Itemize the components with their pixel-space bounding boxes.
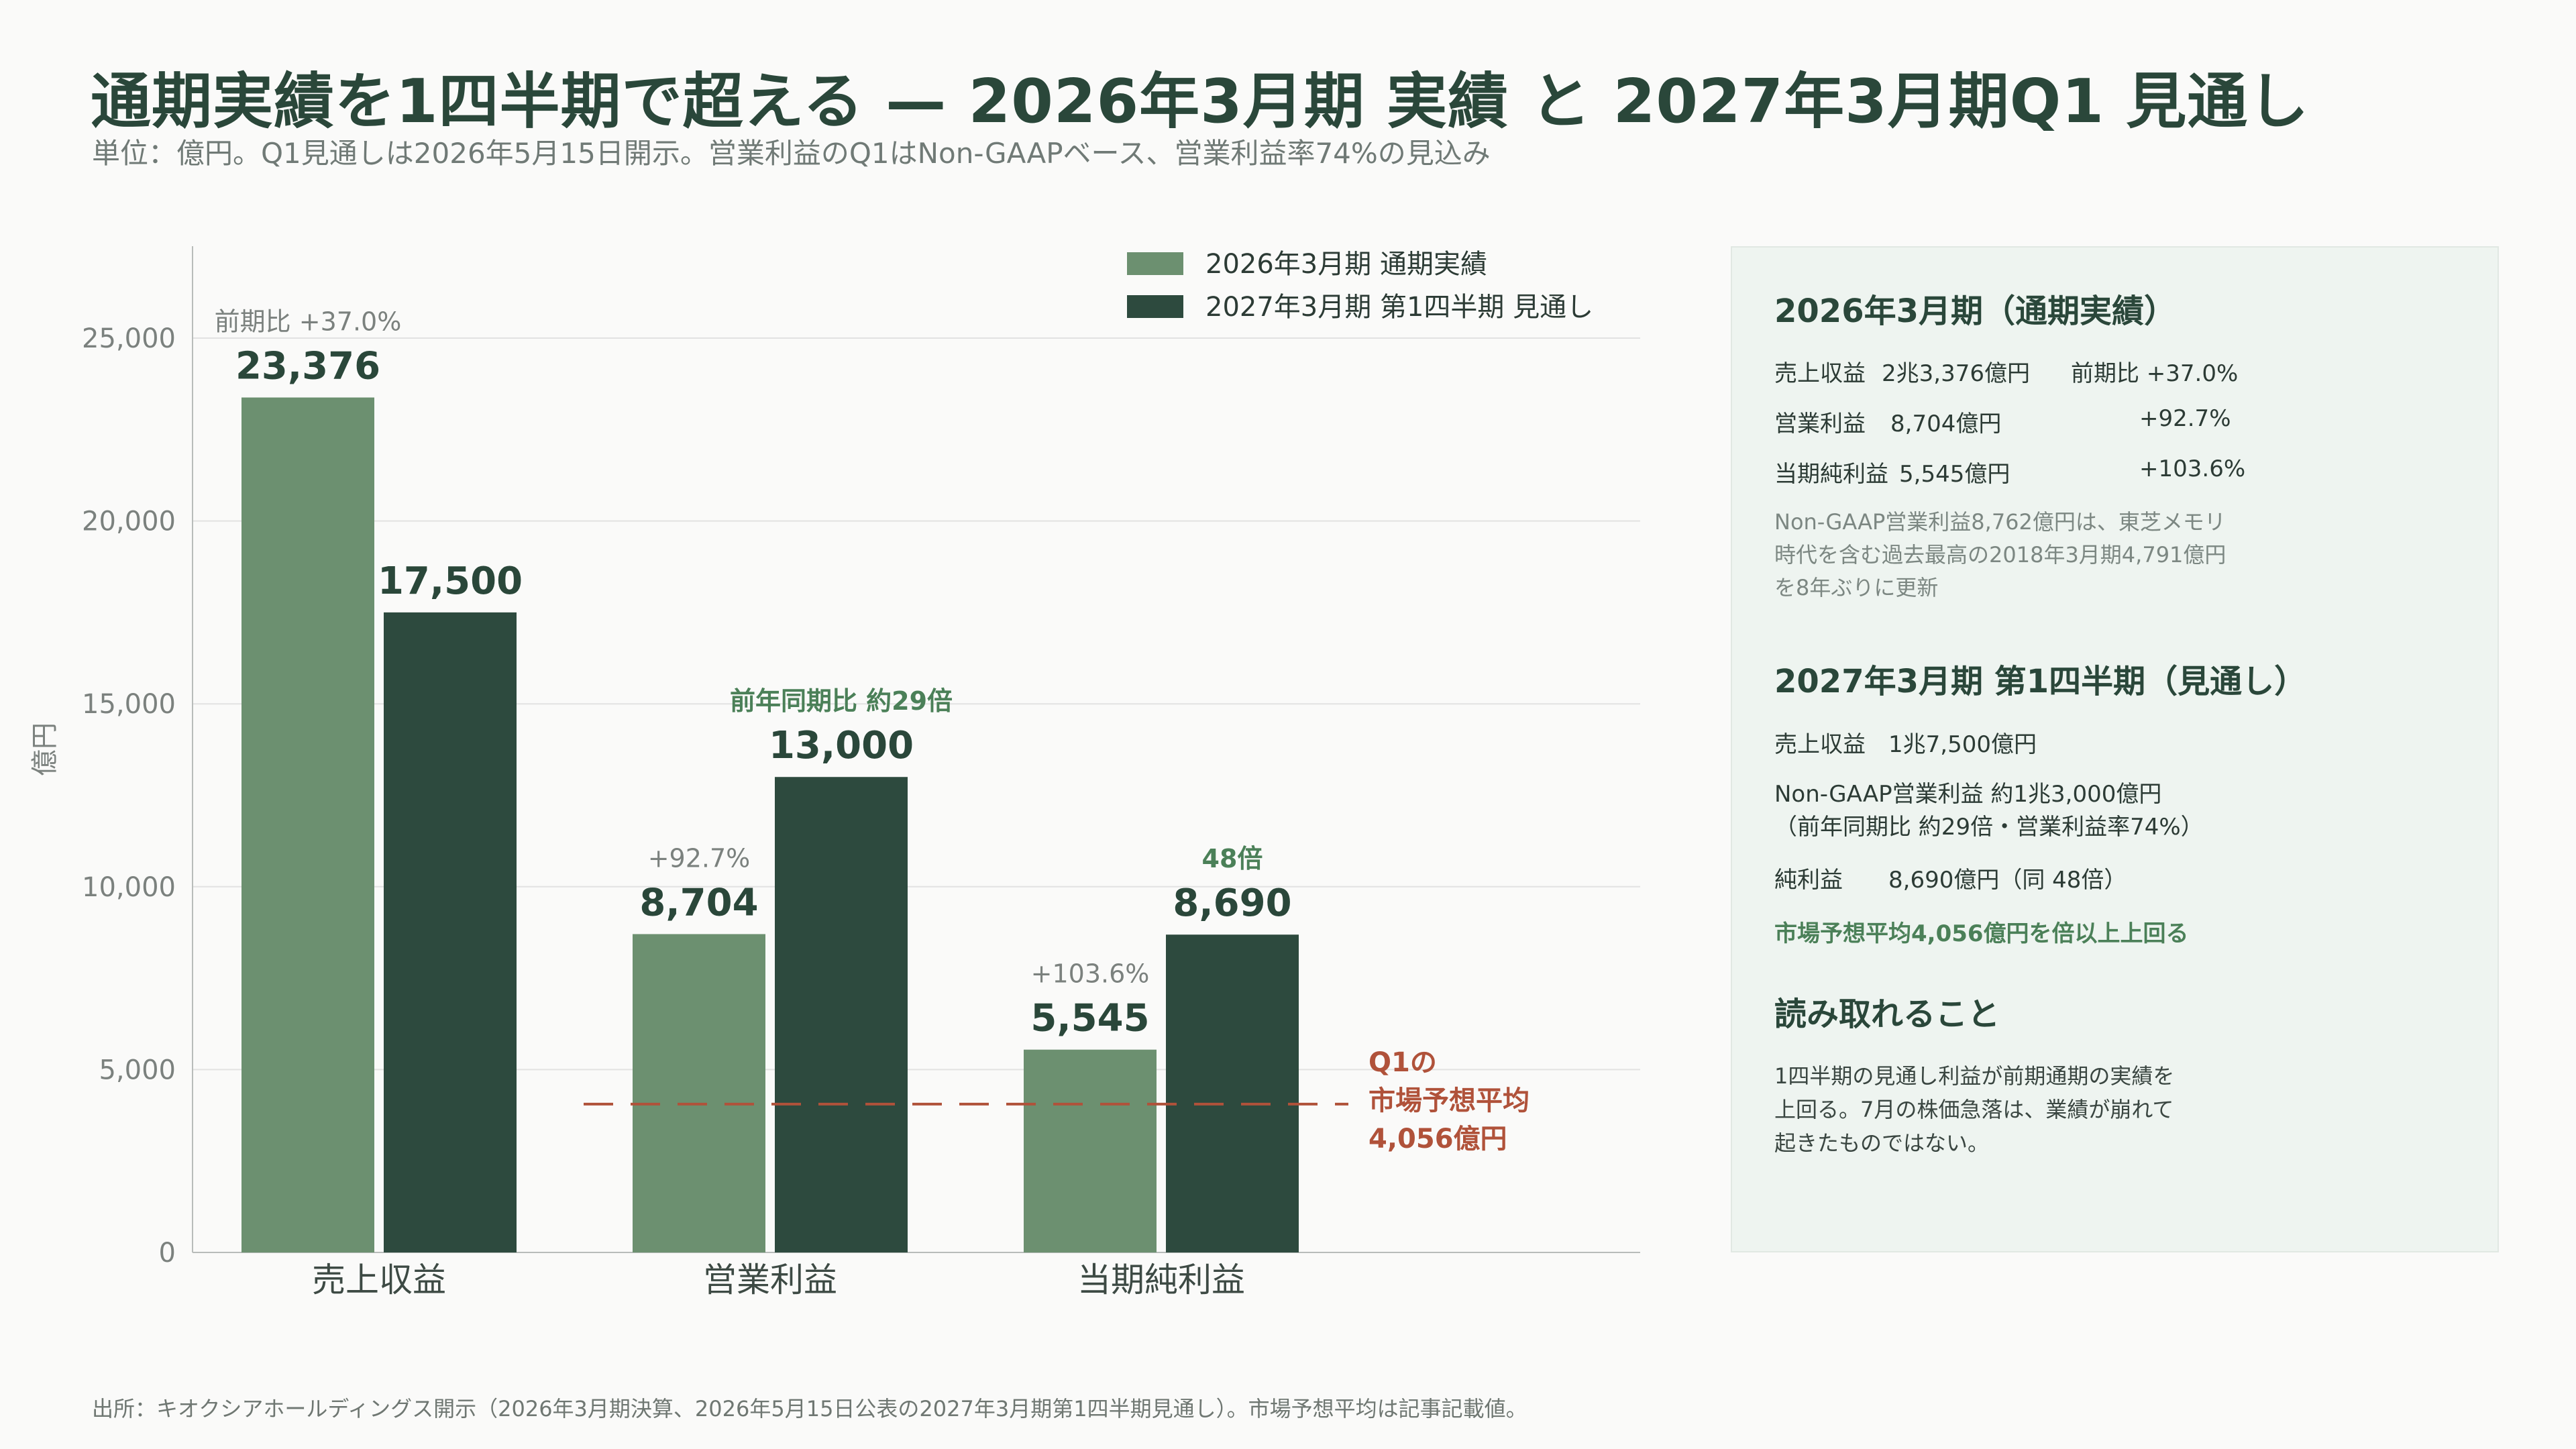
y-axis-title: 億円: [30, 722, 60, 776]
fy-note-line: 時代を含む過去最高の2018年3月期4,791億円: [1774, 542, 2226, 568]
legend-swatch-actual: [1127, 252, 1183, 275]
y-tick-label: 10,000: [82, 872, 176, 903]
takeaway-heading: 読み取れること: [1774, 996, 2000, 1033]
q1-op-detail: （前年同期比 約29倍・営業利益率74%）: [1774, 814, 2204, 841]
bar-change-annotation: +103.6%: [1031, 959, 1150, 989]
category-label: 売上収益: [312, 1260, 446, 1299]
bar-outlook: [384, 612, 517, 1252]
fy-row-sales-name: 売上収益: [1774, 360, 1866, 387]
fy-row-op-name: 営業利益: [1774, 411, 1866, 437]
bar-outlook: [1166, 934, 1299, 1252]
fy-row-net-value: 5,545億円: [1899, 461, 2010, 488]
q1-net: 純利益 8,690億円（同 48倍）: [1774, 867, 2127, 894]
legend-label: 2027年3月期 第1四半期 見通し: [1205, 292, 1593, 323]
fy-row-sales-change: 前期比 +37.0%: [2071, 360, 2239, 387]
bar-actual: [241, 397, 374, 1252]
bar-change-annotation: 前年同期比 約29倍: [730, 686, 953, 716]
market-consensus-label: Q1の: [1368, 1047, 1437, 1078]
y-tick-label: 5,000: [99, 1055, 176, 1085]
source-footnote: 出所：キオクシアホールディングス開示（2026年3月期決算、2026年5月15日…: [92, 1396, 1527, 1421]
market-consensus-label: 4,056億円: [1368, 1124, 1507, 1155]
q1-heading: 2027年3月期 第1四半期（見通し）: [1774, 663, 2307, 700]
page-title: 通期実績を1四半期で超える — 2026年3月期 実績 と 2027年3月期Q1…: [91, 66, 2310, 137]
takeaway-line: 上回る。7月の株価急落は、業績が崩れて: [1774, 1097, 2174, 1122]
bar-value-label: 8,690: [1173, 881, 1291, 925]
y-tick-label: 0: [159, 1238, 176, 1269]
legend-swatch-outlook: [1127, 295, 1183, 318]
category-label: 当期純利益: [1077, 1260, 1245, 1299]
fy-row-net-name: 当期純利益: [1774, 461, 1888, 488]
y-tick-label: 15,000: [82, 689, 176, 720]
legend-label: 2026年3月期 通期実績: [1205, 249, 1487, 280]
y-tick-label: 20,000: [82, 506, 176, 537]
market-highlight: 市場予想平均4,056億円を倍以上上回る: [1774, 920, 2189, 947]
fy-note: Non-GAAP営業利益8,762億円は、東芝メモリ 時代を含む過去最高の201…: [1774, 506, 2226, 604]
fy-row-net-change: +103.6%: [2139, 455, 2246, 482]
bar-change-annotation: +92.7%: [648, 843, 751, 873]
fy-row-sales-value: 2兆3,376億円: [1882, 360, 2030, 387]
fy2026-heading: 2026年3月期（通期実績）: [1774, 292, 2176, 330]
bar-value-label: 13,000: [769, 724, 914, 767]
fy-row-op-change: +92.7%: [2139, 405, 2231, 432]
fy-row-op-value: 8,704億円: [1890, 411, 2002, 437]
takeaway-line: 1四半期の見通し利益が前期通期の実績を: [1774, 1063, 2175, 1089]
y-tick-label: 25,000: [82, 323, 176, 354]
bar-value-label: 8,704: [639, 881, 758, 924]
page-subtitle: 単位：億円。Q1見通しは2026年5月15日開示。営業利益のQ1はNon-GAA…: [92, 137, 1491, 170]
bar-outlook: [775, 777, 908, 1252]
bar-chart: 0 5,000 10,000 15,000 20,000 25,000 億円 23,376 前期…: [30, 246, 1640, 1299]
bar-actual: [633, 934, 765, 1252]
bar-change-annotation: 48倍: [1202, 844, 1263, 873]
q1-op: Non-GAAP営業利益 約1兆3,000億円: [1774, 781, 2162, 808]
takeaway-text: 1四半期の見通し利益が前期通期の実績を 上回る。7月の株価急落は、業績が崩れて …: [1774, 1059, 2174, 1160]
bar-value-label: 5,545: [1030, 997, 1149, 1040]
takeaway-line: 起きたものではない。: [1774, 1130, 1990, 1156]
fy-note-line: Non-GAAP営業利益8,762億円は、東芝メモリ: [1774, 509, 2226, 535]
q1-sales: 売上収益 1兆7,500億円: [1774, 731, 2037, 758]
bar-actual: [1024, 1049, 1157, 1252]
market-consensus-label: 市場予想平均: [1368, 1085, 1529, 1116]
summary-panel: 2026年3月期（通期実績） 売上収益 2兆3,376億円 前期比 +37.0%…: [1731, 246, 2499, 1252]
bar-value-label: 17,500: [378, 559, 523, 603]
category-label: 営業利益: [703, 1260, 837, 1299]
fy-note-line: を8年ぶりに更新: [1774, 575, 1939, 600]
bar-value-label: 23,376: [235, 345, 380, 388]
bar-change-annotation: 前期比 +37.0%: [215, 307, 402, 337]
